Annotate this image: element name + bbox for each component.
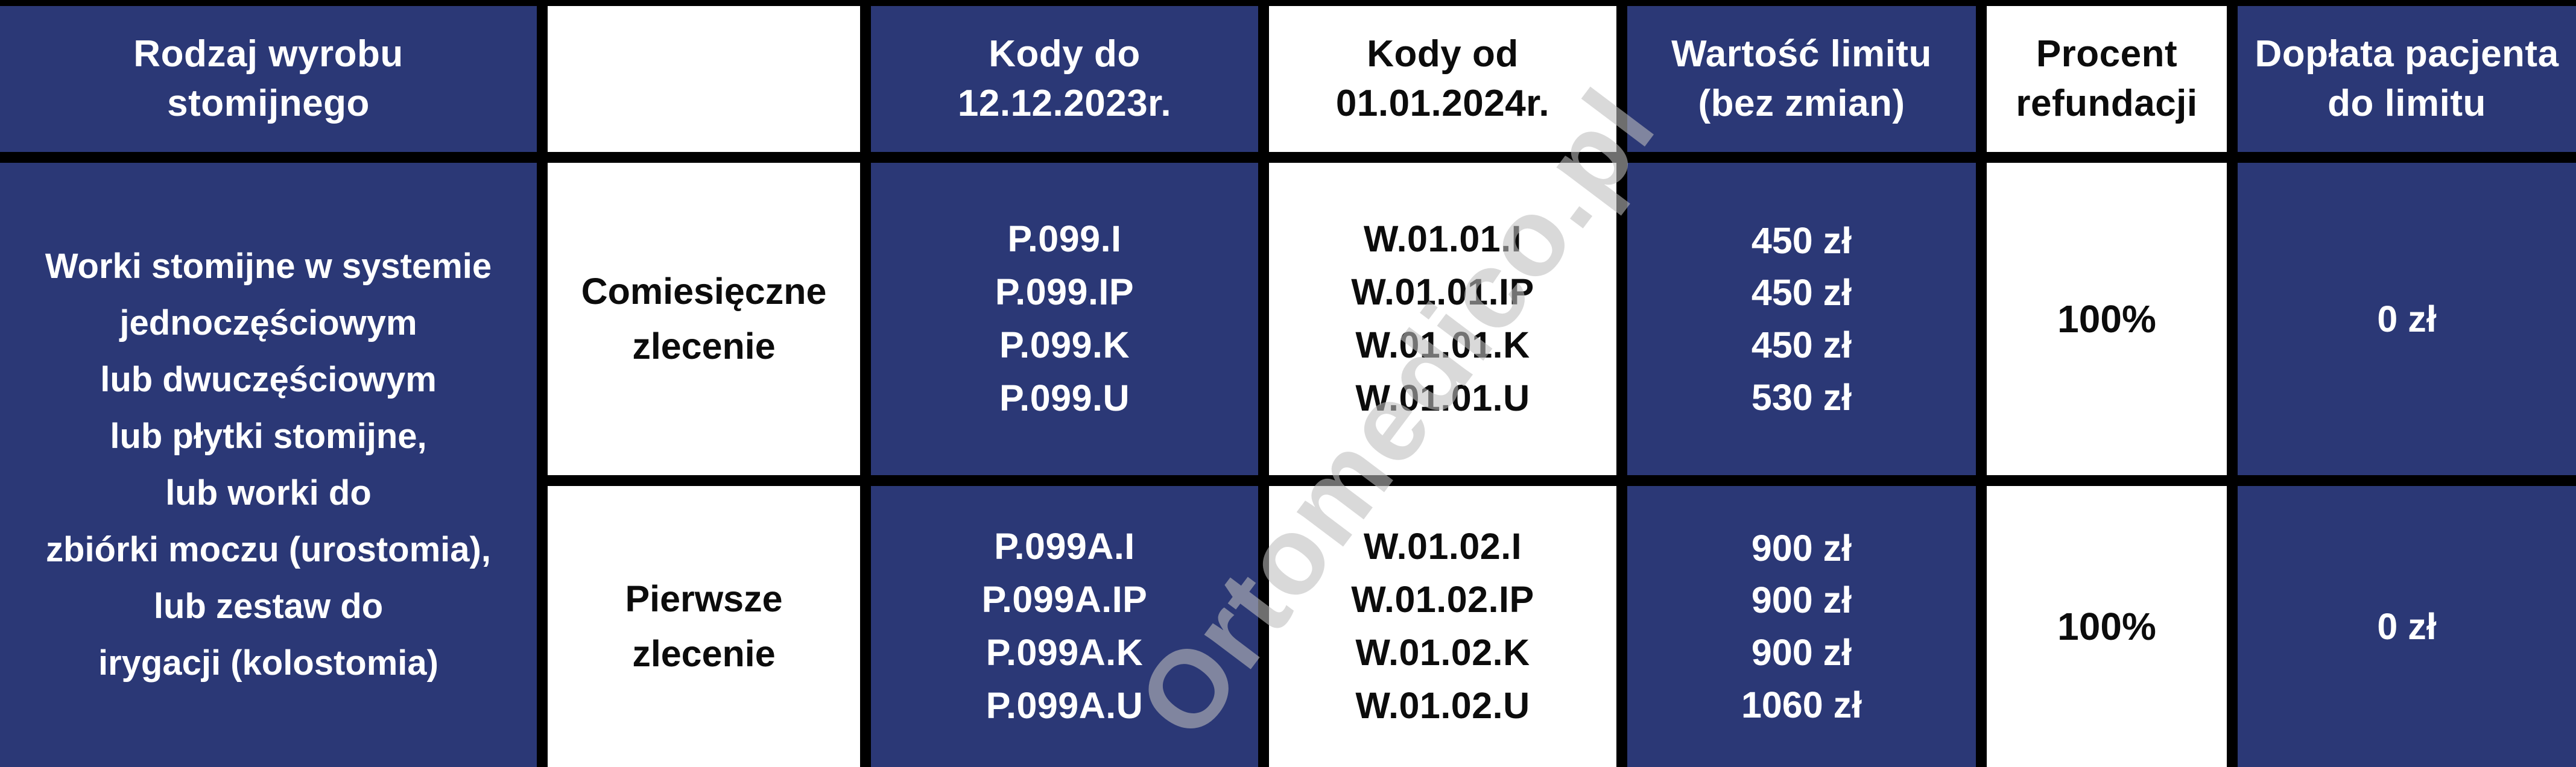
header-codes-old: Kody do 12.12.2023r.: [871, 6, 1258, 152]
row2-patient-payment: 0 zł: [2238, 486, 2576, 767]
header-limit-value: Wartość limitu (bez zmian): [1627, 6, 1976, 152]
row2-codes-new: W.01.02.I W.01.02.IP W.01.02.K W.01.02.U: [1269, 486, 1616, 767]
row1-codes-old: P.099.I P.099.IP P.099.K P.099.U: [871, 163, 1258, 475]
header-product-type: Rodzaj wyrobu stomijnego: [0, 6, 537, 152]
product-description-cell: Worki stomijne w systemie jednoczęściowy…: [0, 163, 537, 767]
row2-codes-old: P.099A.I P.099A.IP P.099A.K P.099A.U: [871, 486, 1258, 767]
row2-limit-values: 900 zł 900 zł 900 zł 1060 zł: [1627, 486, 1976, 767]
row1-refund-percent: 100%: [1987, 163, 2227, 475]
row1-limit-values: 450 zł 450 zł 450 zł 530 zł: [1627, 163, 1976, 475]
header-refund-percent: Procent refundacji: [1987, 6, 2227, 152]
row2-order-type: Pierwsze zlecenie: [548, 486, 860, 767]
row1-patient-payment: 0 zł: [2238, 163, 2576, 475]
header-patient-payment: Dopłata pacjenta do limitu: [2238, 6, 2576, 152]
row2-refund-percent: 100%: [1987, 486, 2227, 767]
row1-order-type: Comiesięczne zlecenie: [548, 163, 860, 475]
header-codes-new: Kody od 01.01.2024r.: [1269, 6, 1616, 152]
row1-codes-new: W.01.01.I W.01.01.IP W.01.01.K W.01.01.U: [1269, 163, 1616, 475]
header-empty: [548, 6, 860, 152]
